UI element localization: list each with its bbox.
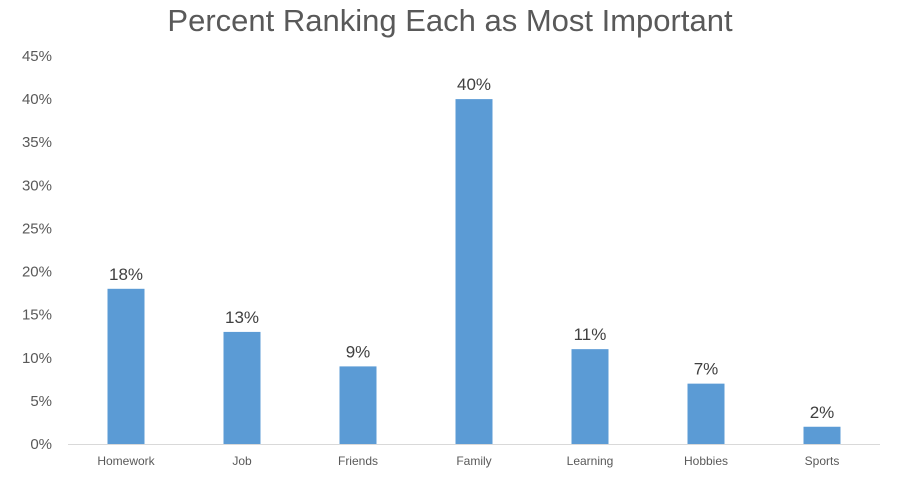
data-label-friends: 9% bbox=[346, 342, 371, 361]
data-label-family: 40% bbox=[457, 75, 491, 94]
data-label-job: 13% bbox=[225, 308, 259, 327]
x-tick-label: Job bbox=[232, 454, 252, 468]
x-tick-label: Homework bbox=[97, 454, 155, 468]
data-label-learning: 11% bbox=[574, 325, 607, 344]
bar-learning bbox=[571, 349, 609, 444]
y-tick-label: 10% bbox=[22, 350, 52, 367]
y-tick-label: 30% bbox=[22, 177, 52, 194]
data-label-homework: 18% bbox=[109, 265, 143, 284]
y-tick-label: 40% bbox=[22, 91, 52, 108]
y-axis-labels: 0% 5% 10% 15% 20% 25% 30% 35% 40% 45% bbox=[22, 48, 52, 453]
bar-hobbies bbox=[687, 383, 725, 444]
y-tick-label: 5% bbox=[30, 393, 52, 410]
chart-title: Percent Ranking Each as Most Important bbox=[167, 3, 733, 38]
bar-job bbox=[223, 331, 261, 444]
bar-friends bbox=[339, 366, 377, 444]
bar-sports bbox=[803, 426, 841, 444]
bars bbox=[107, 99, 841, 444]
x-tick-label: Learning bbox=[567, 454, 614, 468]
x-tick-label: Family bbox=[456, 454, 491, 468]
data-label-hobbies: 7% bbox=[694, 360, 719, 379]
x-tick-label: Sports bbox=[805, 454, 840, 468]
y-tick-label: 25% bbox=[22, 220, 52, 237]
x-tick-label: Hobbies bbox=[684, 454, 728, 468]
x-tick-label: Friends bbox=[338, 454, 378, 468]
y-tick-label: 0% bbox=[30, 436, 52, 453]
data-labels: 18% 13% 9% 40% 11% 7% 2% bbox=[109, 75, 834, 422]
x-axis-labels: Homework Job Friends Family Learning Hobbies S… bbox=[97, 454, 839, 468]
bar-homework bbox=[107, 288, 145, 444]
y-tick-label: 20% bbox=[22, 264, 52, 281]
y-tick-label: 15% bbox=[22, 307, 52, 324]
y-tick-label: 45% bbox=[22, 48, 52, 65]
data-label-sports: 2% bbox=[810, 403, 835, 422]
bar-family bbox=[455, 99, 493, 444]
y-tick-label: 35% bbox=[22, 134, 52, 151]
